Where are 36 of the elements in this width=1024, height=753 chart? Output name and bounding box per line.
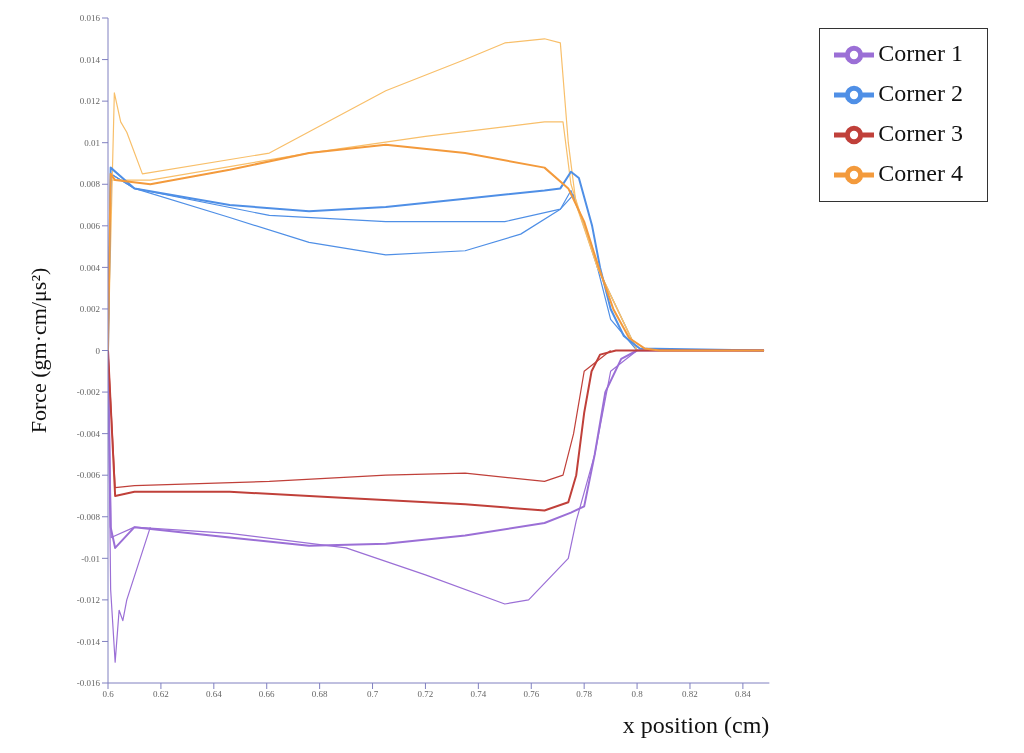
x-tick-label: 0.72: [417, 689, 434, 700]
y-tick-label: -0.016: [76, 678, 101, 689]
y-tick-label: -0.01: [81, 553, 100, 564]
x-tick-label: 0.8: [631, 689, 644, 700]
legend-label: Corner 2: [878, 79, 963, 106]
x-tick-label: 0.7: [366, 689, 379, 700]
y-axis-title: Force (gm·cm/μs²): [25, 267, 51, 434]
x-tick-label: 0.84: [735, 689, 752, 700]
x-tick-label: 0.82: [682, 689, 698, 700]
y-tick-label: -0.014: [76, 636, 101, 647]
x-axis-title: x position (cm): [622, 712, 770, 738]
y-tick-label: 0: [95, 345, 101, 356]
legend-label: Corner 1: [878, 39, 963, 66]
x-tick-label: 0.74: [470, 689, 487, 700]
y-tick-label: -0.006: [76, 470, 101, 481]
y-tick-label: 0.002: [79, 304, 100, 315]
x-tick-label: 0.64: [205, 689, 223, 700]
y-tick-label: 0.004: [79, 262, 101, 273]
x-tick-label: 0.78: [576, 689, 593, 700]
y-tick-label: -0.012: [76, 595, 100, 606]
y-tick-label: 0.006: [79, 221, 101, 232]
y-tick-label: 0.01: [84, 137, 100, 148]
y-tick-label: 0.008: [79, 179, 101, 190]
y-tick-label: -0.002: [76, 387, 100, 398]
x-tick-label: 0.62: [153, 689, 169, 700]
y-tick-label: 0.016: [79, 13, 101, 24]
x-tick-label: 0.76: [523, 689, 540, 700]
legend-label: Corner 3: [878, 119, 963, 146]
y-tick-label: -0.008: [76, 511, 101, 522]
y-tick-label: 0.012: [79, 96, 100, 107]
y-tick-label: 0.014: [79, 54, 101, 65]
x-tick-label: 0.6: [102, 689, 115, 700]
y-tick-label: -0.004: [76, 428, 101, 439]
legend-label: Corner 4: [878, 159, 963, 186]
x-tick-label: 0.66: [258, 689, 276, 700]
x-tick-label: 0.68: [311, 689, 329, 700]
